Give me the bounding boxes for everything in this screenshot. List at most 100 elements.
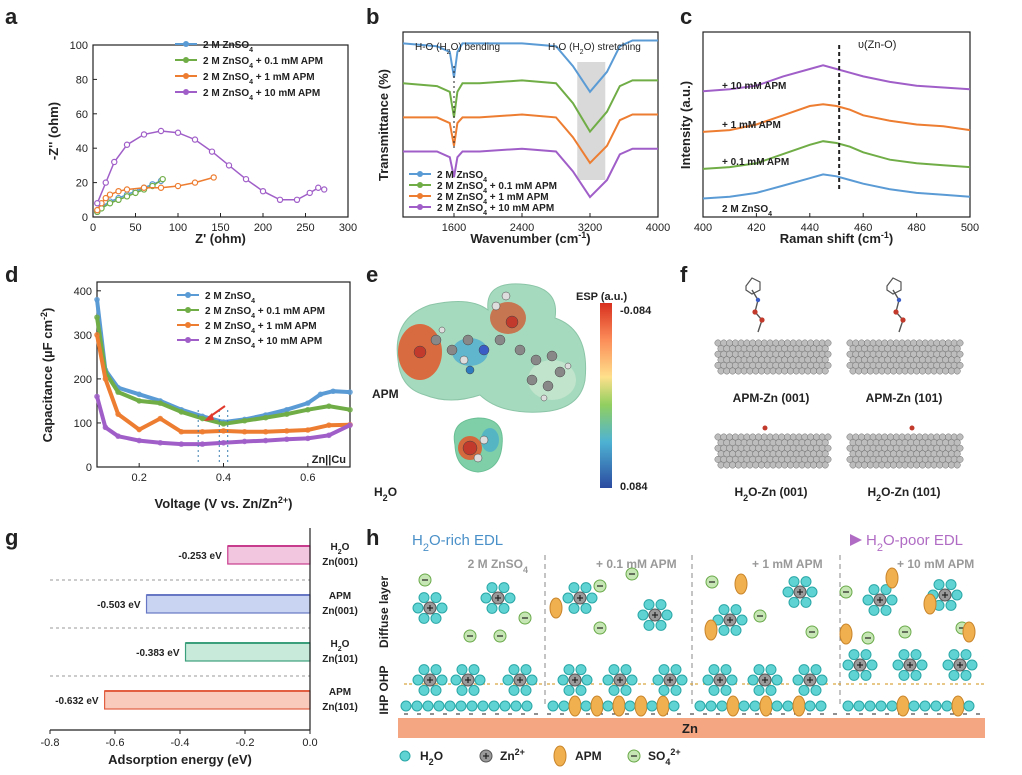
zn-atom — [872, 461, 880, 469]
water-molecule — [726, 674, 738, 686]
panel-g-x-tick-label: 0.0 — [302, 737, 317, 749]
adsorption-value-label: -0.253 eV — [178, 551, 222, 562]
water-molecule — [668, 700, 680, 712]
panel-d-point — [102, 424, 109, 431]
water-molecule — [718, 624, 730, 636]
apm-adsorbed-molecule — [886, 277, 906, 333]
adsorbed-water — [909, 425, 915, 431]
panel-d-point — [157, 439, 164, 446]
zn-atom — [907, 367, 915, 375]
legend-marker — [183, 41, 189, 47]
atom — [501, 291, 511, 301]
water-molecule — [948, 649, 960, 661]
zn-atom — [924, 367, 932, 375]
legend-apm-label: APM — [575, 749, 602, 763]
zn-atom — [734, 461, 742, 469]
esp-max-label: -0.084 — [620, 305, 652, 317]
atom — [491, 301, 501, 311]
oxygen-atom — [893, 309, 899, 315]
zn-atom — [956, 444, 964, 452]
panel-d-legend-entry: 2 M ZnSO4 + 10 mM APM — [205, 336, 322, 350]
hydrogen-atom — [473, 453, 483, 463]
zn-atom — [824, 361, 832, 369]
zn-atom — [936, 461, 944, 469]
panel-d-point — [305, 435, 311, 442]
water-molecule — [468, 664, 480, 676]
panel-d-point — [136, 437, 142, 444]
zn-atom — [798, 461, 806, 469]
panel-b-legend-entry: 2 M ZnSO4 + 10 mM APM — [437, 203, 554, 217]
atom — [540, 394, 548, 402]
panel-a-point — [174, 129, 182, 136]
h2o-molecule-label: H2O — [374, 485, 397, 503]
panel-c-x-tick: 500 — [961, 222, 979, 234]
panel-a-point — [140, 184, 148, 191]
legend-zn-label: Zn2+ — [500, 747, 525, 763]
zn-atom — [953, 367, 961, 375]
water-molecule — [753, 664, 765, 676]
legend-marker — [417, 193, 423, 199]
panel-d-point — [157, 400, 164, 406]
zn-atom — [792, 367, 800, 375]
category-bottom-label: Zn(001) — [322, 557, 358, 568]
panel-d-point — [220, 428, 227, 434]
panel-b-series-line — [402, 79, 658, 134]
water-molecule — [892, 659, 904, 671]
panel-a-point — [276, 196, 284, 203]
water-molecule — [436, 674, 448, 686]
panel-d-point — [305, 406, 311, 413]
panel-letter-h: h — [366, 525, 379, 550]
water-molecule — [620, 684, 632, 696]
panel-d-series-band — [95, 299, 351, 425]
panel-d-point — [326, 403, 332, 410]
zn-atom — [787, 367, 794, 375]
atom — [446, 344, 458, 356]
trace-label-0.1mM: + 0.1 mM APM — [722, 157, 789, 168]
transition-arrow-head — [850, 534, 862, 546]
zn-atom — [729, 367, 737, 375]
zn-atom — [804, 367, 812, 375]
water-molecule — [412, 674, 424, 686]
water-molecule — [486, 602, 498, 614]
water-molecule — [580, 602, 592, 614]
panel-a-legend-entry: 2 M ZnSO4 + 10 mM APM — [203, 88, 320, 102]
zn-atom — [758, 461, 765, 469]
panel-a-y-tick: 0 — [82, 212, 88, 224]
diffuse-layer-label: Diffuse layer — [377, 576, 391, 648]
water-molecule — [563, 684, 575, 696]
apm-molecule — [612, 695, 626, 717]
panel-a-y-tick: 60 — [76, 109, 88, 121]
panel-b-series-line — [402, 39, 658, 94]
panel-c-series-line — [702, 103, 971, 133]
atom — [413, 345, 427, 359]
zn-atom — [942, 461, 950, 469]
water-molecule — [436, 602, 448, 614]
panel-d-point — [178, 409, 185, 415]
water-molecule — [646, 700, 658, 712]
water-molecule — [676, 674, 688, 686]
panel-d-point — [262, 414, 269, 421]
water-molecule — [910, 649, 922, 661]
zn-atom — [740, 461, 748, 469]
panel-d-point — [262, 428, 269, 435]
water-molecule — [498, 602, 510, 614]
panel-a-x-tick: 0 — [90, 222, 96, 234]
h2o-rich-title: H2O-rich EDL — [412, 532, 503, 554]
legend-marker — [183, 73, 189, 79]
panel-d-x-tick: 0.4 — [216, 472, 231, 484]
apm-molecule — [656, 695, 670, 717]
panel-b-series-line — [403, 113, 658, 165]
water-molecule — [557, 674, 569, 686]
legend-marker — [417, 204, 423, 210]
water-molecule — [966, 659, 978, 671]
esp-min-label: 0.084 — [620, 481, 648, 493]
panel-g-xlabel: Adsorption energy (eV) — [108, 752, 252, 767]
trace-label-znso4: 2 M ZnSO4 — [722, 204, 772, 218]
water-molecule — [520, 684, 532, 696]
water-molecule — [771, 674, 783, 686]
zn-atom — [824, 350, 832, 358]
water-molecule — [848, 649, 860, 661]
water-molecule — [655, 599, 667, 611]
zn-atom — [729, 461, 737, 469]
phenyl-ring — [745, 277, 761, 295]
